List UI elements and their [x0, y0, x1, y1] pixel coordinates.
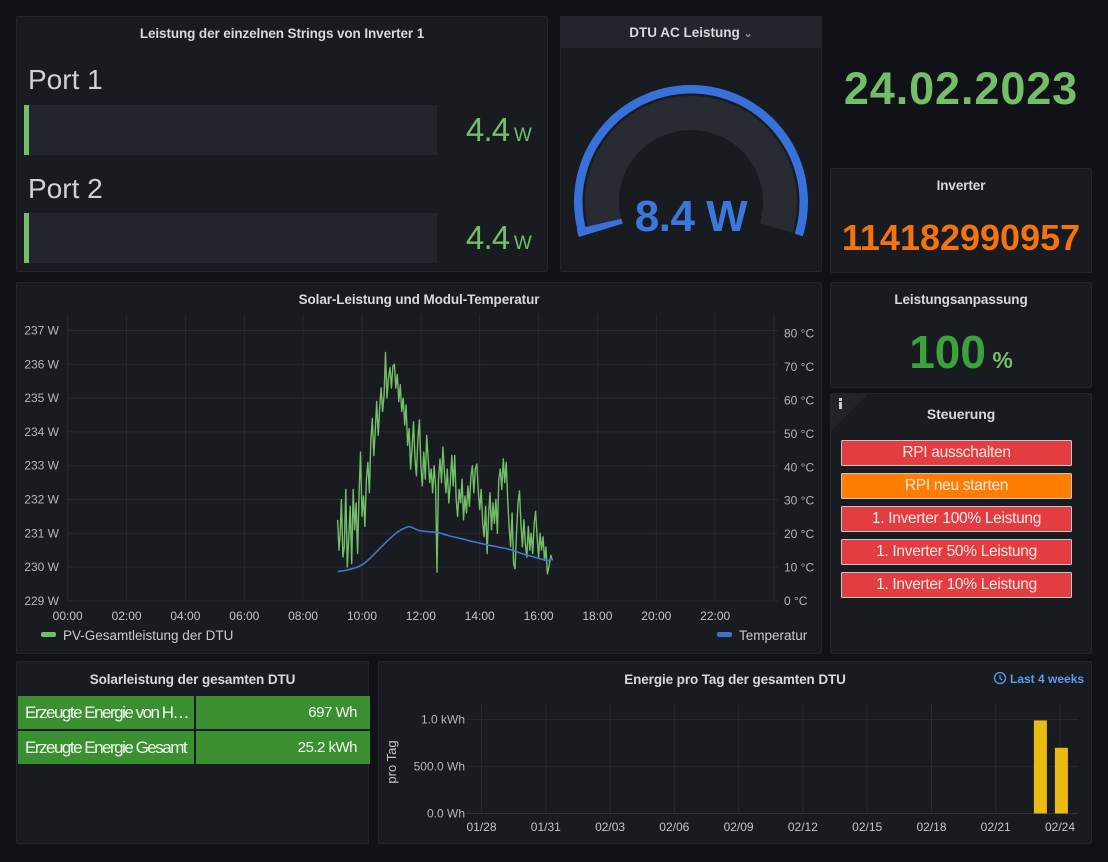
svg-text:500.0 Wh: 500.0 Wh — [414, 760, 465, 774]
svg-text:Last 4 weeks: Last 4 weeks — [1010, 672, 1084, 686]
svg-text:235 W: 235 W — [24, 391, 59, 405]
svg-text:234 W: 234 W — [24, 425, 59, 439]
svg-text:02/18: 02/18 — [916, 820, 946, 834]
svg-text:12:00: 12:00 — [406, 609, 436, 623]
svg-text:0 °C: 0 °C — [784, 594, 808, 608]
svg-text:233 W: 233 W — [24, 459, 59, 473]
svg-text:02/06: 02/06 — [659, 820, 689, 834]
svg-text:236 W: 236 W — [24, 357, 59, 371]
svg-text:02/09: 02/09 — [724, 820, 754, 834]
svg-text:10:00: 10:00 — [347, 609, 377, 623]
svg-text:231 W: 231 W — [24, 526, 59, 540]
svg-text:Temperatur: Temperatur — [739, 628, 808, 643]
svg-text:10 °C: 10 °C — [784, 561, 814, 575]
svg-text:PV-Gesamtleistung der DTU: PV-Gesamtleistung der DTU — [63, 628, 233, 643]
svg-text:20:00: 20:00 — [641, 609, 671, 623]
svg-text:237 W: 237 W — [24, 324, 59, 338]
svg-text:01/28: 01/28 — [466, 820, 496, 834]
svg-text:230 W: 230 W — [24, 560, 59, 574]
svg-text:02:00: 02:00 — [112, 609, 142, 623]
svg-text:22:00: 22:00 — [700, 609, 730, 623]
svg-text:02/12: 02/12 — [788, 820, 818, 834]
svg-text:30 °C: 30 °C — [784, 494, 814, 508]
svg-text:18:00: 18:00 — [582, 609, 612, 623]
svg-text:70 °C: 70 °C — [784, 360, 814, 374]
svg-text:80 °C: 80 °C — [784, 327, 814, 341]
svg-text:02/24: 02/24 — [1045, 820, 1075, 834]
svg-text:08:00: 08:00 — [288, 609, 318, 623]
svg-text:0.0 Wh: 0.0 Wh — [427, 807, 465, 821]
svg-text:14:00: 14:00 — [465, 609, 495, 623]
svg-text:50 °C: 50 °C — [784, 427, 814, 441]
svg-text:02/03: 02/03 — [595, 820, 625, 834]
svg-text:229 W: 229 W — [24, 594, 59, 608]
svg-text:1.0 kWh: 1.0 kWh — [421, 713, 465, 727]
svg-text:02/21: 02/21 — [981, 820, 1011, 834]
svg-text:pro Tag: pro Tag — [384, 740, 399, 783]
svg-text:8.4 W: 8.4 W — [635, 192, 748, 241]
svg-text:04:00: 04:00 — [170, 609, 200, 623]
svg-text:60 °C: 60 °C — [784, 393, 814, 407]
svg-text:16:00: 16:00 — [524, 609, 554, 623]
svg-text:06:00: 06:00 — [229, 609, 259, 623]
svg-text:40 °C: 40 °C — [784, 460, 814, 474]
svg-text:232 W: 232 W — [24, 493, 59, 507]
svg-text:02/15: 02/15 — [852, 820, 882, 834]
svg-text:01/31: 01/31 — [531, 820, 561, 834]
svg-text:20 °C: 20 °C — [784, 527, 814, 541]
svg-text:00:00: 00:00 — [53, 609, 83, 623]
